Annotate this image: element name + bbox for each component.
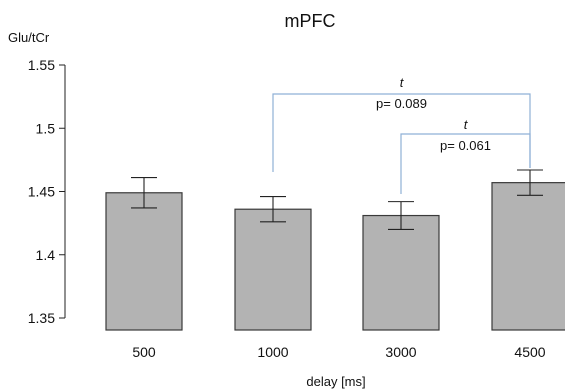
x-tick-label: 3000 [385,344,416,360]
test-label: t [400,75,405,90]
bar [362,214,440,331]
p-value-label: p= 0.061 [440,138,491,153]
significance-bracket [272,93,531,172]
y-tick-label: 1.5 [36,120,56,136]
significance-bracket [400,133,531,194]
y-tick-label: 1.55 [28,57,55,73]
x-tick-label: 500 [132,344,156,360]
bar [234,208,312,331]
y-tick-label: 1.35 [28,310,55,326]
p-value-label: p= 0.089 [376,96,427,111]
bar [105,192,183,331]
x-axis-title: delay [ms] [306,374,365,389]
y-tick-label: 1.4 [36,247,56,263]
test-label: t [464,117,469,132]
y-tick-label: 1.45 [28,184,55,200]
y-axis-title: Glu/tCr [8,30,50,45]
chart-title: mPFC [285,11,336,31]
x-tick-label: 1000 [257,344,288,360]
x-tick-label: 4500 [514,344,545,360]
bar [491,182,565,331]
